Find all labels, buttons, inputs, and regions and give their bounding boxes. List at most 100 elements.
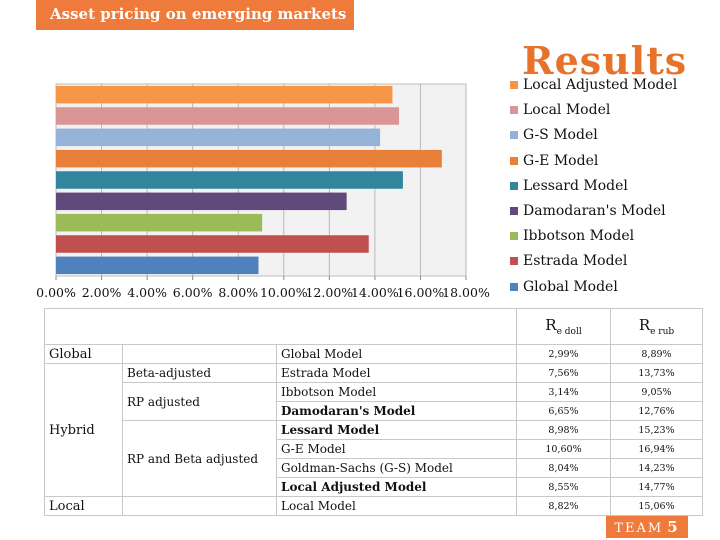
subgroup-empty (122, 496, 277, 516)
legend-item: Damodaran's Model (510, 202, 666, 220)
legend-label: Lessard Model (523, 177, 628, 194)
legend-label: Local Adjusted Model (523, 77, 678, 93)
legend-item: G-S Model (510, 126, 598, 144)
x-tick-label: 6.00% (173, 285, 213, 300)
value-re-doll: 3,14% (516, 382, 611, 402)
group-local: Local (44, 496, 123, 516)
model-name: Global Model (276, 344, 517, 364)
table-row: G-E Model 10,60% 16,94% (45, 439, 703, 459)
value-re-rub: 9,05% (610, 382, 703, 402)
value-re-rub: 8,89% (610, 344, 703, 364)
header-re-doll: Re doll (516, 308, 611, 345)
value-re-doll: 8,55% (516, 477, 611, 497)
table-row: Local Local Model 8,82% 15,06% (44, 496, 703, 516)
bar-global-model (56, 256, 259, 275)
legend-swatch (510, 207, 518, 215)
table-row: RP adjusted Ibbotson Model 3,14% 9,05% (45, 382, 703, 421)
bar-g-e-model (56, 149, 442, 168)
subgroup-rp: RP adjusted (122, 382, 277, 421)
model-name: Local Model (276, 496, 517, 516)
legend-swatch (510, 257, 518, 266)
legend-item: Local Adjusted Model (510, 76, 677, 94)
table-row: Local Adjusted Model 8,55% 14,77% (45, 477, 703, 497)
legend-label: G-S Model (523, 127, 598, 144)
legend-label: Estrada Model (523, 253, 628, 270)
x-tick-label: 10.00% (260, 285, 308, 300)
value-re-rub: 16,94% (610, 439, 703, 459)
model-name: Damodaran's Model (276, 401, 517, 421)
legend-item: Local Model (510, 101, 610, 119)
bar-local-model (56, 107, 400, 125)
presentation-header: Asset pricing on emerging markets (36, 0, 354, 30)
model-name: Lessard Model (276, 420, 517, 440)
value-re-rub: 15,23% (610, 420, 703, 440)
legend-item: Global Model (510, 278, 618, 296)
model-name: G-E Model (276, 439, 517, 459)
legend-item: Estrada Model (510, 252, 627, 270)
table-row: Goldman-Sachs (G-S) Model 8,04% 14,23% (45, 458, 703, 478)
legend-item: G-E Model (510, 152, 598, 170)
model-name: Estrada Model (276, 363, 517, 383)
model-name: Goldman-Sachs (G-S) Model (276, 458, 517, 478)
value-re-doll: 6,65% (516, 401, 611, 421)
model-name: Local Adjusted Model (276, 477, 517, 497)
legend-swatch (510, 232, 518, 241)
results-table: Re doll Re rub Global Global Model 2,99%… (44, 308, 703, 516)
table-row: RP and Beta adjusted Lessard Model 8,98%… (45, 420, 703, 497)
x-tick-label: 14.00% (351, 285, 399, 300)
legend-swatch (510, 282, 518, 291)
team-label: TEAM (614, 521, 664, 536)
legend-item: Lessard Model (510, 177, 628, 195)
value-re-rub: 12,76% (610, 401, 703, 421)
table-header-row: Re doll Re rub (44, 308, 703, 345)
subgroup-rp-beta: RP and Beta adjusted (122, 420, 277, 497)
bar-estrada-model (56, 235, 369, 253)
x-tick-label: 16.00% (397, 285, 445, 300)
value-re-rub: 14,77% (610, 477, 703, 497)
x-tick-label: 12.00% (305, 285, 353, 300)
value-re-doll: 8,04% (516, 458, 611, 478)
x-tick-label: 0.00% (36, 285, 76, 300)
x-tick-label: 8.00% (218, 285, 258, 300)
legend-label: G-E Model (523, 152, 599, 169)
bar-damodaran-s-model (56, 192, 347, 211)
table-row: Global Global Model 2,99% 8,89% (44, 344, 703, 364)
legend-item: Ibbotson Model (510, 227, 634, 245)
table-header-blank (44, 308, 517, 345)
table-row: Damodaran's Model 6,65% 12,76% (45, 401, 703, 421)
value-re-doll: 10,60% (516, 439, 611, 459)
bar-local-adjusted-model (56, 85, 393, 104)
group-hybrid: Hybrid (44, 363, 123, 497)
legend-label: Ibbotson Model (523, 228, 635, 245)
value-re-rub: 14,23% (610, 458, 703, 478)
value-re-doll: 2,99% (516, 344, 611, 364)
value-re-rub: 13,73% (610, 363, 703, 383)
legend-swatch (510, 106, 518, 115)
x-tick-label: 18.00% (442, 285, 490, 300)
bar-g-s-model (56, 128, 381, 147)
team-badge: TEAM 5 (606, 516, 688, 538)
subgroup-empty (122, 344, 277, 364)
team-number: 5 (667, 518, 680, 536)
legend-swatch (510, 181, 518, 190)
value-re-doll: 8,98% (516, 420, 611, 440)
bar-chart: 0.00% 2.00% 4.00% 6.00% 8.00% 10.00%12.00%14.… (36, 83, 490, 300)
bar-ibbotson-model (56, 213, 263, 232)
legend-swatch (510, 81, 518, 89)
legend-label: Global Model (523, 278, 618, 295)
subgroup-beta: Beta-adjusted (122, 363, 277, 383)
value-re-doll: 8,82% (516, 496, 611, 516)
legend-label: Damodaran's Model (523, 203, 666, 219)
model-name: Ibbotson Model (276, 382, 517, 402)
bar-lessard-model (56, 171, 403, 189)
header-re-rub: Re rub (610, 308, 703, 345)
legend-swatch (510, 156, 518, 165)
legend-label: Local Model (523, 102, 611, 119)
x-tick-label: 2.00% (82, 285, 122, 300)
group-global: Global (44, 344, 123, 364)
table-row: Hybrid Beta-adjusted Estrada Model 7,56%… (44, 363, 703, 497)
legend-swatch (510, 131, 518, 140)
value-re-rub: 15,06% (610, 496, 703, 516)
slide-title: Results (522, 38, 688, 83)
value-re-doll: 7,56% (516, 363, 611, 383)
